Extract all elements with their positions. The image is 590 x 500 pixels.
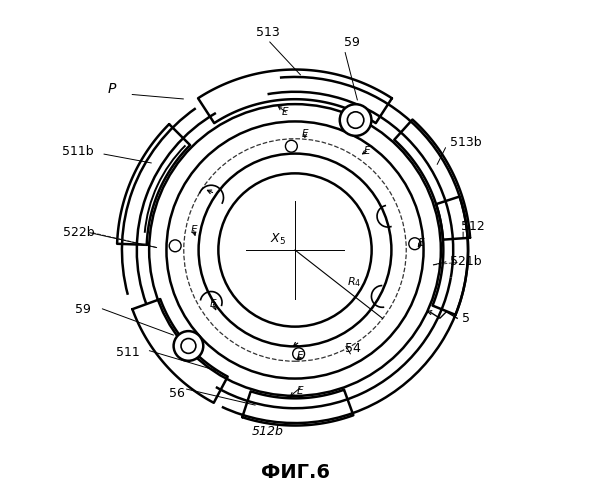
Text: 521b: 521b [450,256,481,268]
Text: 512b: 512b [252,426,284,438]
Text: E: E [297,386,303,396]
Circle shape [286,140,297,152]
Circle shape [409,238,421,250]
Text: E: E [282,106,289,117]
Text: E: E [191,225,197,235]
Text: 5: 5 [461,312,470,324]
Text: ФИГ.6: ФИГ.6 [261,463,329,482]
Text: $X_5$: $X_5$ [270,232,286,246]
Circle shape [169,240,181,252]
Text: E: E [210,300,217,310]
Text: 59: 59 [76,303,91,316]
Circle shape [293,348,304,360]
Text: P: P [108,82,116,96]
Text: 513b: 513b [450,136,481,148]
Text: 522b: 522b [63,226,94,238]
Text: E: E [363,146,370,156]
Text: $R_4$: $R_4$ [347,275,362,289]
Text: E: E [418,238,424,248]
Text: 513: 513 [256,26,280,39]
Text: 511b: 511b [61,144,93,158]
Text: 512: 512 [461,220,485,233]
Circle shape [173,331,204,361]
Text: 59: 59 [344,36,360,49]
Circle shape [340,104,372,136]
Text: 56: 56 [169,387,185,400]
Text: E: E [297,352,303,362]
Text: 54: 54 [345,342,361,355]
Text: E: E [301,129,308,139]
Text: 511: 511 [116,346,140,360]
